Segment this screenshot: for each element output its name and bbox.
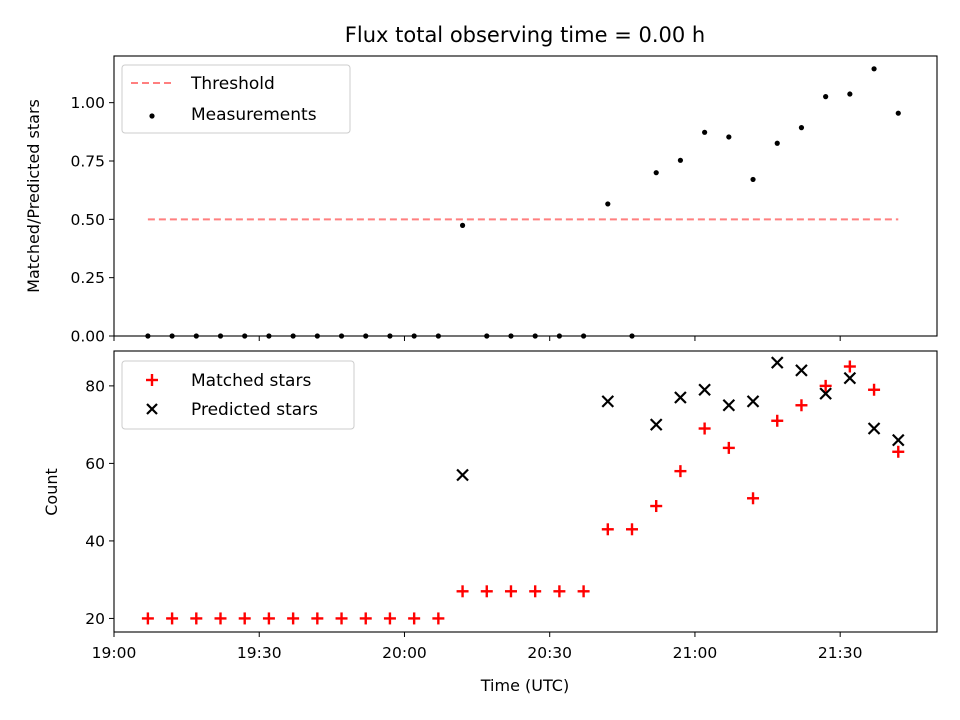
predicted-stars-point xyxy=(819,387,832,400)
measurement-point xyxy=(677,157,684,163)
matched-stars-point xyxy=(698,422,711,435)
top-panel-axes: 0.00 0.25 0.50 0.75 1.00 xyxy=(70,94,841,346)
matched-stars-point xyxy=(504,585,517,598)
matched-stars-point xyxy=(335,612,348,625)
matched-stars-point xyxy=(456,585,469,598)
predicted-stars-point xyxy=(867,422,881,435)
measurement-point xyxy=(605,201,611,207)
matched-stars-point xyxy=(771,414,784,427)
legend-measurements-swatch xyxy=(149,113,155,119)
x-tick-label: 21:00 xyxy=(673,644,718,662)
legend-matched-label: Matched stars xyxy=(191,371,311,391)
y-tick-label: 0.50 xyxy=(70,211,105,229)
matched-stars-point xyxy=(601,523,614,536)
y-tick-label: 0.00 xyxy=(70,328,105,346)
measurement-point xyxy=(774,140,780,146)
matched-stars-point xyxy=(238,612,251,625)
matched-stars-point xyxy=(529,585,542,598)
predicted-stars-point xyxy=(649,418,663,431)
x-tick-label: 20:30 xyxy=(527,644,572,662)
x-axis-label: Time (UTC) xyxy=(480,676,569,695)
matched-stars-point xyxy=(141,612,154,625)
legend-matched-swatch xyxy=(146,374,158,386)
y-tick-label: 20 xyxy=(85,610,105,628)
predicted-stars-point xyxy=(674,391,687,404)
bottom-panel-legend: Matched stars Predicted stars xyxy=(121,360,355,430)
matched-stars-point xyxy=(480,585,493,598)
measurement-point xyxy=(847,91,853,97)
top-panel-legend: Threshold Measurements xyxy=(121,64,351,134)
matched-stars-point xyxy=(868,383,881,396)
measurement-point xyxy=(653,170,659,176)
measurement-point xyxy=(823,94,829,100)
y-tick-label: 60 xyxy=(85,455,105,473)
predicted-stars-point xyxy=(746,395,760,408)
measurement-point xyxy=(702,129,708,135)
matched-stars-point xyxy=(577,585,590,598)
matched-stars-point xyxy=(626,523,639,536)
matched-stars-point xyxy=(262,612,275,625)
bottom-legend-box xyxy=(121,360,355,430)
predicted-stars-point xyxy=(891,433,905,447)
predicted-stars-point xyxy=(698,383,711,397)
bottom-panel-y-axis-label: Count xyxy=(42,468,61,516)
y-tick-label: 80 xyxy=(85,377,105,395)
measurement-point xyxy=(871,66,877,72)
y-tick-label: 40 xyxy=(85,532,105,550)
measurement-point xyxy=(750,176,756,183)
top-legend-box xyxy=(121,64,351,134)
matched-stars-point xyxy=(553,585,566,598)
bottom-panel-frame xyxy=(113,350,938,633)
predicted-stars-point xyxy=(770,356,784,369)
predicted-stars-point xyxy=(722,398,736,412)
predicted-stars-point xyxy=(601,395,615,408)
y-tick-label: 0.25 xyxy=(70,269,105,287)
bottom-panel-series xyxy=(141,356,905,625)
x-tick-label: 20:00 xyxy=(382,644,427,662)
legend-predicted-label: Predicted stars xyxy=(191,400,318,420)
matched-stars-point xyxy=(819,379,832,392)
matched-stars-point xyxy=(795,399,808,412)
legend-threshold-label: Threshold xyxy=(190,74,275,94)
measurement-point xyxy=(895,110,901,116)
matched-stars-point xyxy=(383,612,396,625)
x-tick-label: 19:30 xyxy=(237,644,282,662)
matched-stars-point xyxy=(722,441,735,454)
x-tick-label: 21:30 xyxy=(818,644,863,662)
predicted-stars-point xyxy=(456,468,469,482)
top-panel-frame xyxy=(113,55,938,337)
y-tick-label: 1.00 xyxy=(70,94,105,112)
measurement-point xyxy=(726,134,732,140)
top-panel-title: Flux total observing time = 0.00 h xyxy=(345,23,705,47)
legend-measurements-label: Measurements xyxy=(191,105,317,125)
matched-stars-point xyxy=(166,612,179,625)
measurement-point xyxy=(459,222,466,228)
predicted-stars-point xyxy=(843,371,857,385)
matched-stars-point xyxy=(408,612,421,625)
predicted-stars-point xyxy=(795,364,808,377)
matched-stars-point xyxy=(892,445,905,458)
matched-stars-point xyxy=(287,612,300,625)
x-tick-label: 19:00 xyxy=(92,644,137,662)
matched-stars-point xyxy=(214,612,227,625)
y-tick-label: 0.75 xyxy=(70,153,105,171)
bottom-panel-axes: 20 40 60 80 19:00 19:30 20:00 20:30 21:00 21:30 xyxy=(85,377,862,662)
legend-predicted-swatch xyxy=(146,403,158,415)
measurement-point xyxy=(798,125,805,131)
matched-stars-point xyxy=(674,465,687,478)
matched-stars-point xyxy=(432,612,445,625)
top-panel-y-axis-label: Matched/Predicted stars xyxy=(24,99,43,293)
matched-stars-point xyxy=(747,492,760,505)
matched-stars-point xyxy=(359,612,372,625)
matched-stars-point xyxy=(311,612,324,625)
matched-stars-point xyxy=(190,612,203,625)
matched-stars-point xyxy=(650,500,663,513)
matched-stars-point xyxy=(843,360,856,373)
